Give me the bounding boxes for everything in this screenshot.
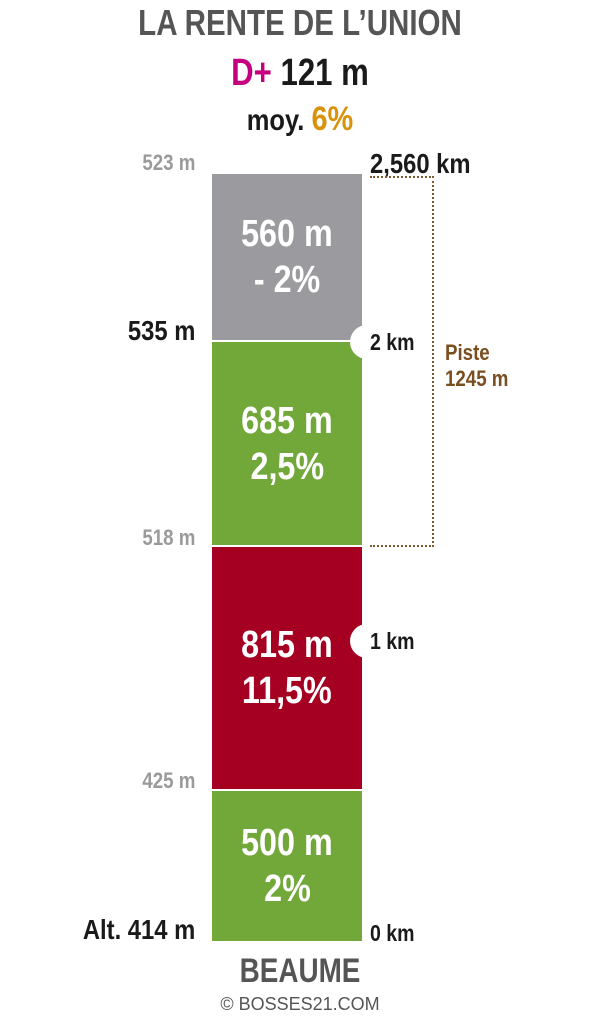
segment-length: 815 m — [241, 624, 333, 666]
segment-2: 815 m 11,5% — [212, 547, 362, 791]
distance-label: 1 km — [370, 628, 415, 654]
distance-label: 0 km — [370, 920, 415, 946]
distance-label: 2 km — [370, 329, 415, 355]
km-marker-notch — [350, 624, 376, 658]
segment-length: 685 m — [241, 399, 333, 442]
segment-length: 560 m — [241, 213, 333, 255]
start-altitude-label: Alt. 414 m — [82, 914, 195, 945]
segment-grade: 2,5% — [250, 445, 324, 488]
average-grade: moy. 6% — [45, 100, 555, 139]
average-grade-label: moy. — [246, 104, 305, 137]
segment-grade: 2% — [263, 868, 311, 910]
segment-grade: 11,5% — [242, 670, 332, 712]
piste-bracket — [370, 176, 434, 547]
segment-1: 500 m 2% — [212, 791, 362, 941]
altitude-label: 425 m — [141, 768, 195, 793]
piste-label-line1: Piste — [445, 340, 490, 365]
start-town: BEAUME — [239, 952, 361, 990]
km-marker-notch — [350, 325, 376, 359]
climb-title: LA RENTE DE L’UNION — [138, 2, 462, 43]
piste-label-line2: 1245 m — [445, 366, 509, 391]
segment-grade: - 2% — [253, 259, 321, 301]
segment-3: 685 m 2,5% — [212, 342, 362, 547]
piste-label: Piste 1245 m — [445, 340, 508, 392]
altitude-label: 523 m — [141, 150, 195, 175]
elevation-gain-value: 121 m — [280, 52, 369, 94]
elevation-gain-label: D+ — [231, 52, 272, 94]
segment-length: 500 m — [241, 822, 333, 864]
altitude-label: 535 m — [127, 315, 195, 346]
total-distance-label: 2,560 km — [370, 148, 471, 179]
segment-4: 560 m - 2% — [212, 174, 362, 342]
average-grade-value: 6% — [311, 100, 354, 138]
altitude-label: 518 m — [141, 525, 195, 550]
copyright: © BOSSES21.COM — [220, 994, 380, 1014]
elevation-gain: D+ 121 m — [54, 52, 546, 95]
